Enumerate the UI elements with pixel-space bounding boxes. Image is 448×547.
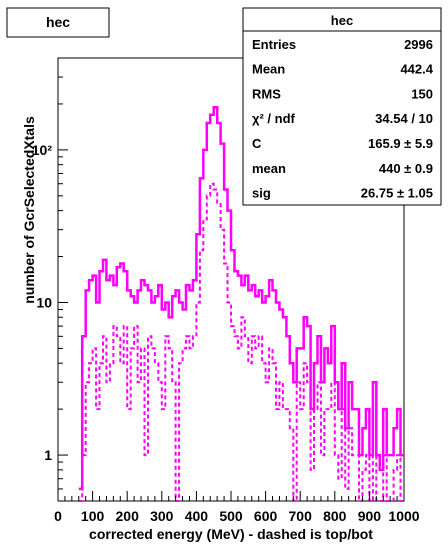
x-axis-label: corrected energy (MeV) - dashed is top/b…: [89, 526, 373, 542]
title-box: hec: [6, 7, 110, 38]
y-tick-label: 1: [44, 447, 52, 463]
series-line-dashed: [78, 182, 404, 502]
x-tick-label: 500: [219, 508, 243, 524]
x-tick-label: 300: [150, 508, 174, 524]
stats-row-value: 440 ± 0.9: [379, 161, 433, 176]
stats-row-label: RMS: [252, 86, 281, 101]
stats-row-value: 165.9 ± 5.9: [368, 136, 433, 151]
x-tick-label: 800: [323, 508, 347, 524]
axis-group: 0 100 200 300 400 500 600 700 800 900 1000 1 10 10²: [32, 57, 420, 524]
x-tick-label: 900: [358, 508, 382, 524]
y-tick-label: 10: [36, 294, 52, 310]
x-tick-label: 1000: [388, 508, 419, 524]
series-line-solid: [78, 106, 404, 491]
stats-row-value: 442.4: [400, 62, 433, 77]
stats-row-value: 2996: [404, 37, 433, 52]
stats-row-label: χ² / ndf: [252, 111, 296, 126]
x-tick-label: 600: [254, 508, 278, 524]
x-tick-label: 700: [289, 508, 313, 524]
stats-title: hec: [331, 13, 353, 28]
stats-row-label: C: [252, 136, 262, 151]
stats-box: hec Entries 2996 Mean 442.4 RMS 150 χ² / ndf 34…: [242, 7, 442, 206]
stats-row-value: 150: [411, 86, 433, 101]
stats-rows: Entries 2996 Mean 442.4 RMS 150 χ² / ndf 34.54 …: [252, 37, 434, 201]
y-tick-label: 10²: [32, 142, 53, 158]
y-axis-label: number of GcrSelectedXtals: [21, 116, 37, 304]
stats-row-label: Mean: [252, 62, 285, 77]
stats-row-label: mean: [252, 161, 286, 176]
series-group: [78, 106, 404, 502]
x-tick-label: 400: [185, 508, 209, 524]
stats-row-value: 26.75 ± 1.05: [361, 186, 433, 201]
stats-row-label: sig: [252, 186, 271, 201]
stats-row-label: Entries: [252, 37, 296, 52]
x-tick-label: 0: [54, 508, 62, 524]
x-tick-label: 100: [81, 508, 105, 524]
x-tick-label: 200: [116, 508, 140, 524]
chart-title: hec: [46, 14, 70, 30]
stats-row-value: 34.54 / 10: [375, 111, 433, 126]
